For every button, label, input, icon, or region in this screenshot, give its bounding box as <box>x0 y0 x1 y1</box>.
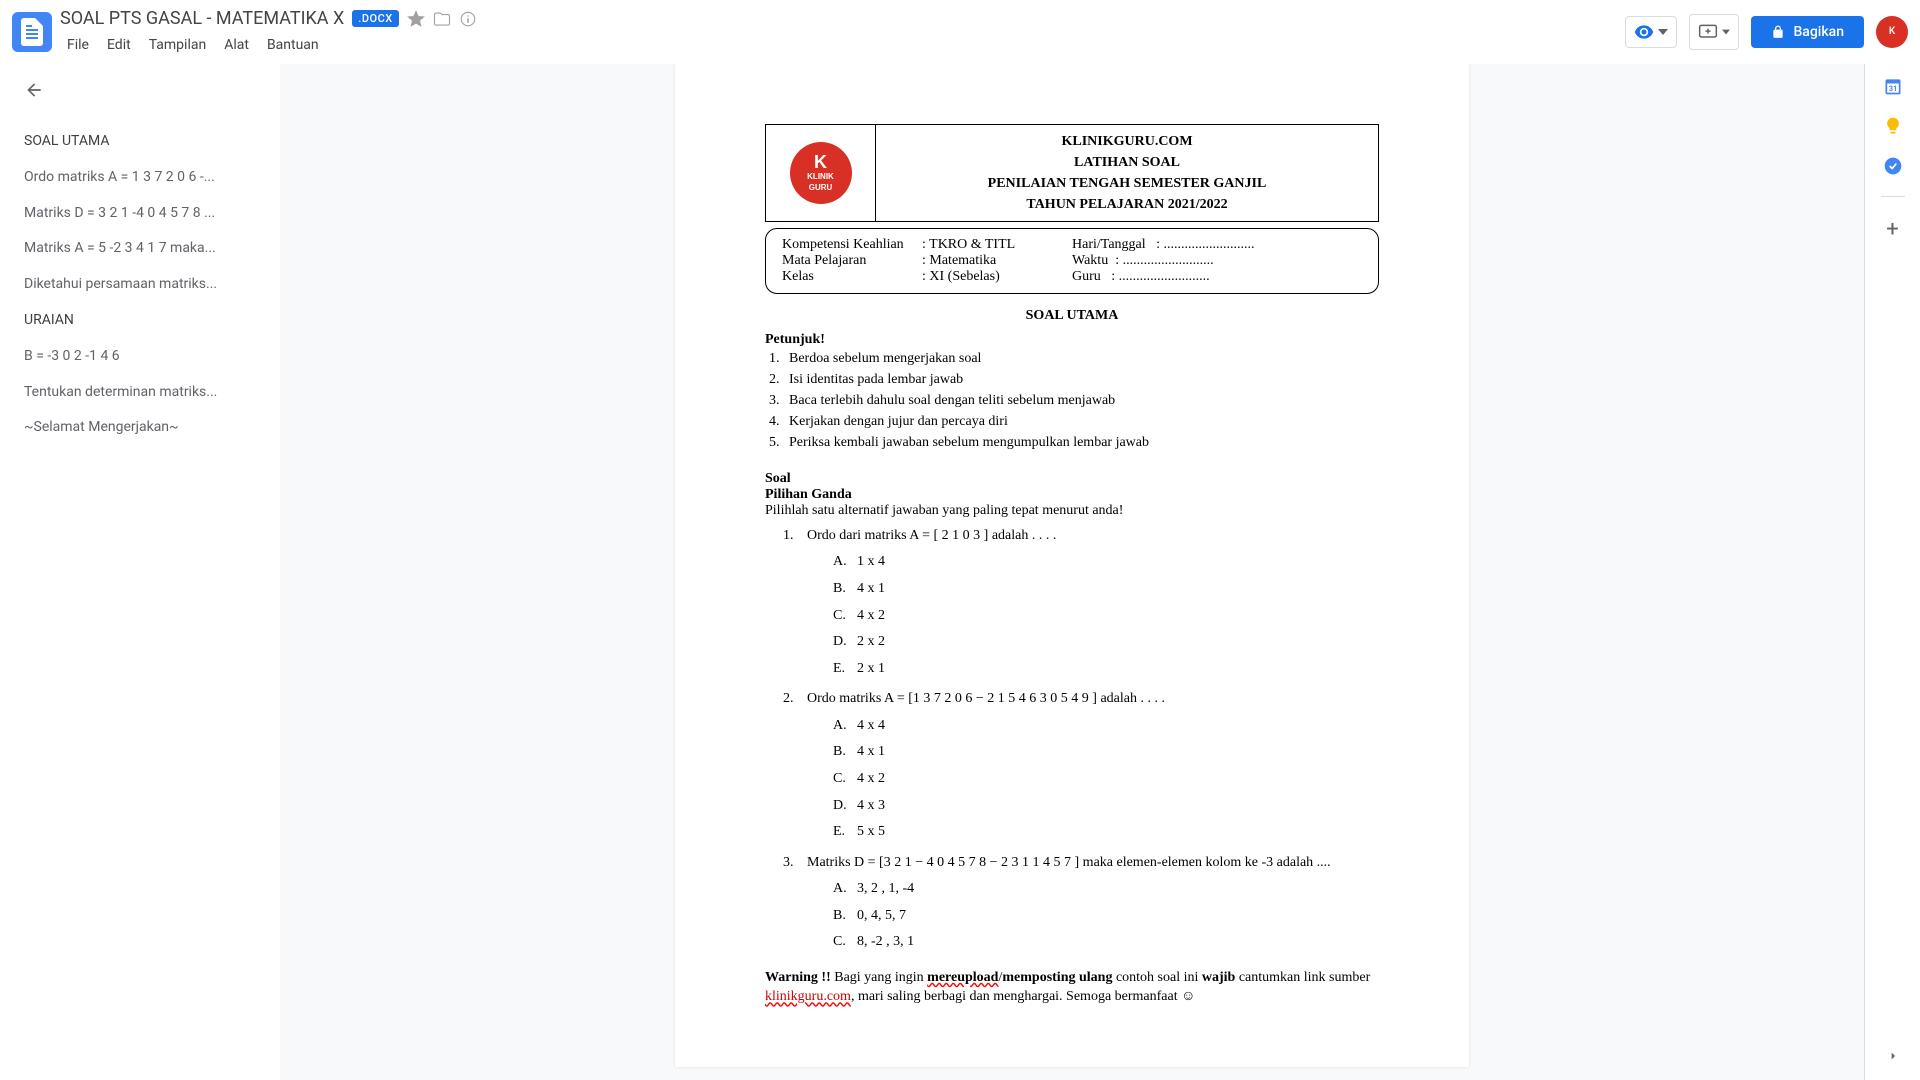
doc-header-table: K KLINIK GURU KLINIKGURU.COM LATIHAN SOA… <box>765 124 1379 222</box>
option: C.4 x 2 <box>833 766 1379 793</box>
option: B.4 x 1 <box>833 576 1379 603</box>
doc-title[interactable]: SOAL PTS GASAL - MATEMATIKA X <box>60 8 344 29</box>
header-line: LATIHAN SOAL <box>888 152 1366 173</box>
main-area: SOAL UTAMAOrdo matriks A = 1 3 7 2 0 6 -… <box>0 64 1920 1080</box>
option: D.4 x 3 <box>833 793 1379 820</box>
outline-item[interactable]: Matriks D = 3 2 1 -4 0 4 5 7 8 ... <box>24 196 256 232</box>
app-header: SOAL PTS GASAL - MATEMATIKA X .DOCX File… <box>0 0 1920 64</box>
outline-item[interactable]: Matriks A = 5 -2 3 4 1 7 maka... <box>24 231 256 267</box>
outline-item[interactable]: Tentukan determinan matriks... <box>24 375 256 411</box>
option: B.4 x 1 <box>833 739 1379 766</box>
side-panel: 31 + <box>1864 64 1920 1080</box>
header-line: KLINIKGURU.COM <box>888 131 1366 152</box>
logo-icon: K KLINIK GURU <box>790 142 852 204</box>
header-line: TAHUN PELAJARAN 2021/2022 <box>888 194 1366 215</box>
header-actions: Bagikan K <box>1625 14 1908 50</box>
svg-text:31: 31 <box>1888 84 1897 93</box>
info-box: Kompetensi Keahlian: TKRO & TITL Hari/Ta… <box>765 228 1379 294</box>
outline-item[interactable]: URAIAN <box>24 303 256 339</box>
option: C.8, -2 , 3, 1 <box>833 929 1379 956</box>
cloud-status-icon[interactable] <box>459 10 477 28</box>
outline-item[interactable]: SOAL UTAMA <box>24 124 256 160</box>
petunjuk-item: Periksa kembali jawaban sebelum mengumpu… <box>783 432 1379 453</box>
outline-collapse-icon[interactable] <box>24 80 256 104</box>
outline-item[interactable]: Diketahui persamaan matriks... <box>24 267 256 303</box>
petunjuk-item: Isi identitas pada lembar jawab <box>783 369 1379 390</box>
move-icon[interactable] <box>433 10 451 28</box>
add-addon-icon[interactable]: + <box>1886 217 1898 242</box>
menu-tools[interactable]: Alat <box>217 33 256 57</box>
question: 2.Ordo matriks A = [1 3 7 2 0 6 − 2 1 5 … <box>783 688 1379 710</box>
menu-view[interactable]: Tampilan <box>142 33 214 57</box>
option: D.2 x 2 <box>833 629 1379 656</box>
menu-help[interactable]: Bantuan <box>260 33 326 57</box>
menu-bar: File Edit Tampilan Alat Bantuan <box>60 33 1625 57</box>
menu-file[interactable]: File <box>60 33 96 57</box>
option: A.1 x 4 <box>833 549 1379 576</box>
document-canvas[interactable]: K KLINIK GURU KLINIKGURU.COM LATIHAN SOA… <box>280 64 1864 1080</box>
present-button[interactable] <box>1689 14 1739 50</box>
docs-home-icon[interactable] <box>12 12 52 52</box>
soal-label: Soal <box>765 471 1379 487</box>
view-mode-button[interactable] <box>1625 16 1677 48</box>
tasks-icon[interactable] <box>1883 156 1903 176</box>
question: 1.Ordo dari matriks A = [ 2 1 0 3 ] adal… <box>783 525 1379 547</box>
outline-item[interactable]: ~Selamat Mengerjakan~ <box>24 410 256 446</box>
option: E.5 x 5 <box>833 819 1379 846</box>
title-area: SOAL PTS GASAL - MATEMATIKA X .DOCX File… <box>60 7 1625 57</box>
pg-label: Pilihan Ganda <box>765 487 1379 503</box>
outline-item[interactable]: B = -3 0 2 -1 4 6 <box>24 339 256 375</box>
docx-badge: .DOCX <box>352 10 398 27</box>
option: B.0, 4, 5, 7 <box>833 903 1379 930</box>
option: A.3, 2 , 1, -4 <box>833 876 1379 903</box>
warning-text: Warning !! Bagi yang ingin mereupload/me… <box>765 968 1379 1007</box>
petunjuk-list: Berdoa sebelum mengerjakan soalIsi ident… <box>783 348 1379 453</box>
question: 3.Matriks D = [3 2 1 − 4 0 4 5 7 8 − 2 3… <box>783 852 1379 874</box>
option: C.4 x 2 <box>833 603 1379 630</box>
option: E.2 x 1 <box>833 656 1379 683</box>
option: A.4 x 4 <box>833 713 1379 740</box>
share-label: Bagikan <box>1793 24 1844 40</box>
outline-item[interactable]: Ordo matriks A = 1 3 7 2 0 6 -... <box>24 160 256 196</box>
petunjuk-item: Kerjakan dengan jujur dan percaya diri <box>783 411 1379 432</box>
keep-icon[interactable] <box>1883 116 1903 136</box>
calendar-icon[interactable]: 31 <box>1883 76 1903 96</box>
header-line: PENILAIAN TENGAH SEMESTER GANJIL <box>888 173 1366 194</box>
star-icon[interactable] <box>407 10 425 28</box>
petunjuk-item: Baca terlebih dahulu soal dengan teliti … <box>783 390 1379 411</box>
petunjuk-item: Berdoa sebelum mengerjakan soal <box>783 348 1379 369</box>
collapse-rail-icon[interactable] <box>1873 1036 1913 1080</box>
share-button[interactable]: Bagikan <box>1751 16 1864 48</box>
petunjuk-label: Petunjuk! <box>765 332 1379 348</box>
section-title: SOAL UTAMA <box>765 308 1379 324</box>
document-page: K KLINIK GURU KLINIKGURU.COM LATIHAN SOA… <box>675 64 1469 1067</box>
user-avatar[interactable]: K <box>1876 16 1908 48</box>
pg-instruction: Pilihlah satu alternatif jawaban yang pa… <box>765 503 1379 519</box>
outline-panel: SOAL UTAMAOrdo matriks A = 1 3 7 2 0 6 -… <box>0 64 280 1080</box>
menu-edit[interactable]: Edit <box>100 33 138 57</box>
